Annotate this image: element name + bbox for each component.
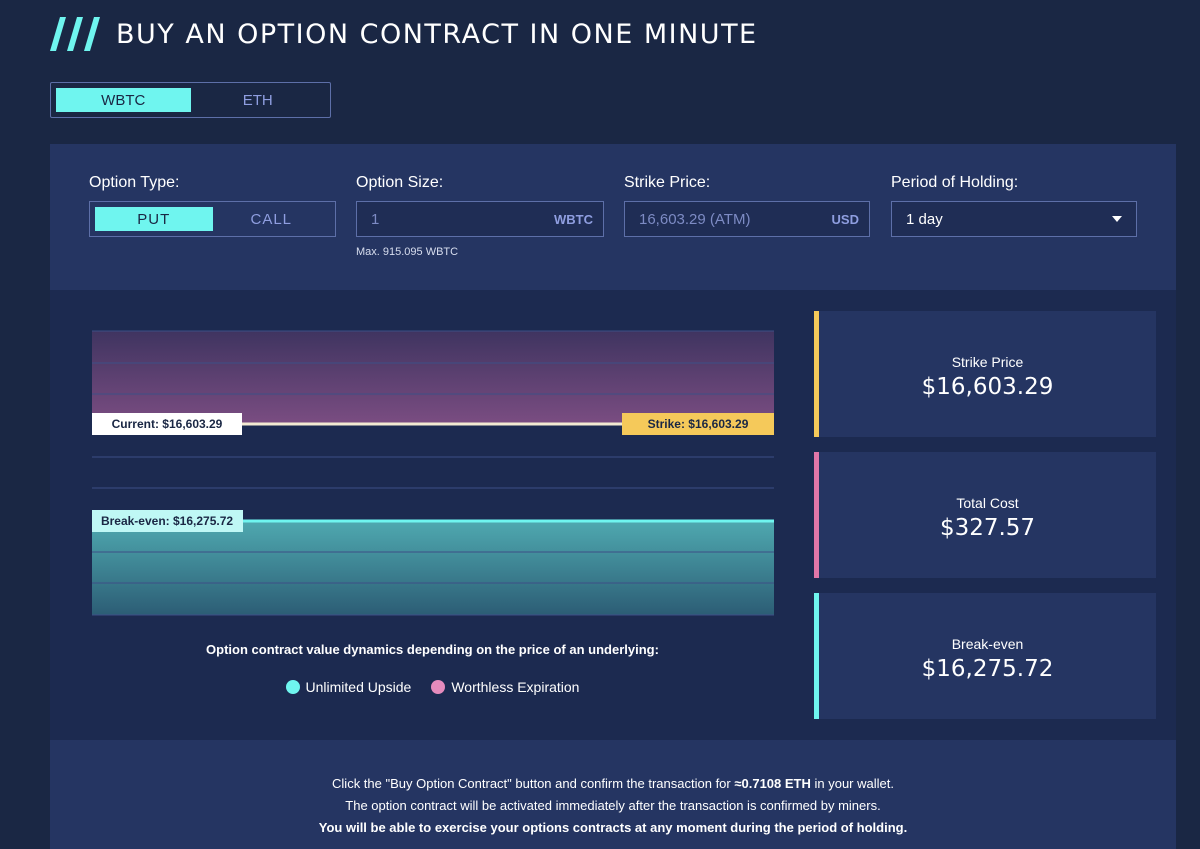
payoff-chart: Current: $16,603.29 Strike: $16,603.29 B… <box>92 330 774 616</box>
chart-panel: Current: $16,603.29 Strike: $16,603.29 B… <box>50 290 1176 740</box>
legend-item-upside: Unlimited Upside <box>285 679 412 695</box>
max-size-note: Max. 915.095 WBTC <box>356 246 459 258</box>
call-button[interactable]: CALL <box>250 210 293 228</box>
legend-worthless-label: Worthless Expiration <box>451 679 580 695</box>
eth-amount: ≈0.7108 ETH <box>734 776 811 791</box>
page-header: BUY AN OPTION CONTRACT IN ONE MINUTE <box>50 14 758 54</box>
cost-accent-bar <box>814 452 819 578</box>
breakeven-card: Break-even $16,275.72 <box>814 593 1156 719</box>
chevron-down-icon <box>1112 216 1122 222</box>
period-label: Period of Holding: <box>891 174 1019 191</box>
option-type-label: Option Type: <box>89 174 180 191</box>
strike-accent-bar <box>814 311 819 437</box>
option-size-unit: WBTC <box>554 211 593 227</box>
breakeven-accent-bar <box>814 593 819 719</box>
option-size-label: Option Size: <box>356 174 444 191</box>
breakeven-card-label: Break-even <box>951 636 1024 652</box>
cost-card-value: $327.57 <box>939 515 1036 541</box>
instruction-line-1: Click the "Buy Option Contract" button a… <box>50 776 1176 791</box>
strike-price-unit: USD <box>831 211 859 227</box>
period-value: 1 day <box>906 210 943 228</box>
strike-price-input[interactable]: 16,603.29 (ATM) USD <box>624 201 870 237</box>
breakeven-tag <box>92 510 243 532</box>
chart-legend: Unlimited Upside Worthless Expiration <box>92 679 773 695</box>
option-form-panel: Option Type: PUT CALL Option Size: 1 WBT… <box>50 144 1176 290</box>
chart-caption: Option contract value dynamics depending… <box>206 642 659 657</box>
total-cost-card: Total Cost $327.57 <box>814 452 1156 578</box>
asset-wbtc-tab[interactable]: WBTC <box>56 88 191 112</box>
cost-card-label: Total Cost <box>956 495 1019 511</box>
instructions-panel: Click the "Buy Option Contract" button a… <box>50 740 1176 849</box>
worthless-dot-icon <box>431 680 446 694</box>
legend-upside-label: Unlimited Upside <box>305 679 412 695</box>
breakeven-card-value: $16,275.72 <box>921 656 1054 682</box>
chart-gridlines <box>92 330 774 616</box>
triple-slash-icon <box>50 17 100 51</box>
instruction-line-2: The option contract will be activated im… <box>345 798 881 813</box>
asset-toggle: WBTC ETH <box>50 82 331 118</box>
strike-price-text: Strike: $16,603.29 <box>648 417 749 431</box>
profit-zone <box>92 521 774 615</box>
period-select[interactable]: 1 day <box>891 201 1137 237</box>
strike-price-card: Strike Price $16,603.29 <box>814 311 1156 437</box>
instruction-line-1-post: in your wallet. <box>810 776 894 791</box>
legend-item-worthless: Worthless Expiration <box>431 679 579 695</box>
loss-zone <box>92 331 774 425</box>
option-size-input[interactable]: 1 WBTC <box>356 201 604 237</box>
page-title: BUY AN OPTION CONTRACT IN ONE MINUTE <box>116 18 758 50</box>
strike-card-value: $16,603.29 <box>921 374 1054 400</box>
option-type-toggle: PUT CALL <box>89 201 336 237</box>
instruction-line-1-pre: Click the "Buy Option Contract" button a… <box>332 776 735 791</box>
put-button[interactable]: PUT <box>95 207 213 231</box>
instruction-line-3: You will be able to exercise your option… <box>318 820 908 835</box>
breakeven-text: Break-even: $16,275.72 <box>101 514 233 528</box>
strike-price-label: Strike Price: <box>624 174 711 191</box>
option-size-value: 1 <box>371 210 380 228</box>
current-price-tag <box>92 413 242 435</box>
current-price-text: Current: $16,603.29 <box>112 417 223 431</box>
strike-price-tag <box>622 413 774 435</box>
asset-eth-tab[interactable]: ETH <box>242 91 273 109</box>
upside-dot-icon <box>285 680 300 694</box>
strike-card-label: Strike Price <box>951 354 1024 370</box>
strike-price-value: 16,603.29 (ATM) <box>639 210 751 228</box>
